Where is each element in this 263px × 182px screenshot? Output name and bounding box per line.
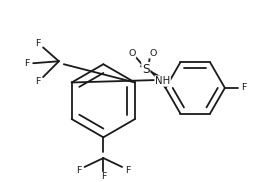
Text: F: F (125, 166, 131, 175)
Text: F: F (36, 39, 41, 48)
Text: F: F (36, 76, 41, 86)
Text: O: O (149, 49, 156, 58)
Text: F: F (101, 172, 106, 181)
Text: F: F (76, 166, 81, 175)
Text: O: O (128, 49, 136, 58)
Text: F: F (24, 59, 30, 68)
Text: S: S (142, 63, 150, 76)
Text: F: F (241, 83, 246, 92)
Text: NH: NH (155, 76, 170, 86)
